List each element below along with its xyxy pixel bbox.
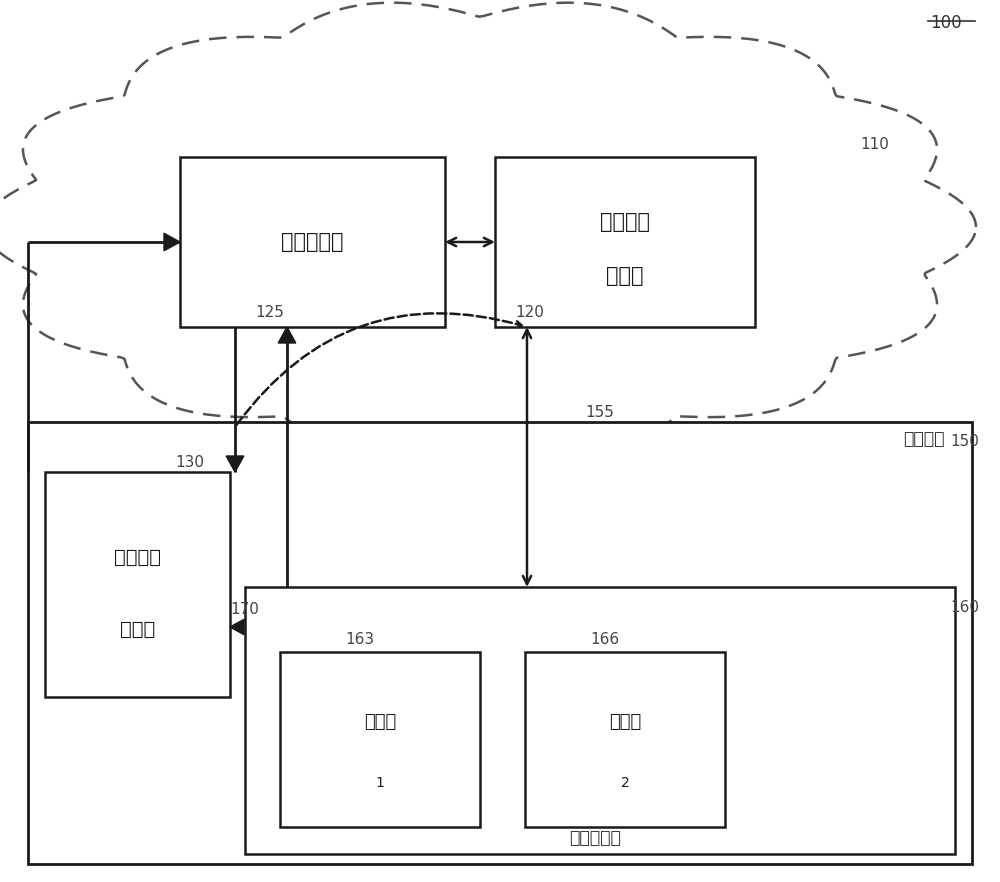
Bar [45,472,230,697]
Text: 125: 125 [255,305,284,320]
Text: 2: 2 [621,776,629,790]
Text: 150: 150 [950,434,979,449]
Bar [495,157,755,327]
Polygon shape [226,456,244,472]
Text: 166: 166 [590,632,619,647]
Text: 控制器: 控制器 [120,620,155,639]
Polygon shape [164,233,180,250]
Text: 155: 155 [585,405,614,420]
Bar [28,422,972,864]
Bar [245,587,955,854]
Text: 160: 160 [950,600,979,615]
Text: 控制器: 控制器 [609,713,641,731]
Polygon shape [230,619,244,635]
Text: 本地监督: 本地监督 [114,548,161,567]
Text: 163: 163 [345,632,374,647]
Bar [180,157,445,327]
Text: 控制器: 控制器 [606,266,644,286]
Text: 100: 100 [930,14,962,32]
Text: 120: 120 [515,305,544,320]
Text: 本地控制层: 本地控制层 [569,829,621,847]
FancyArrowPatch shape [233,623,245,631]
FancyArrowPatch shape [523,330,531,584]
FancyArrowPatch shape [448,238,492,246]
Text: 170: 170 [230,602,259,617]
Text: 过程工厂: 过程工厂 [903,430,945,448]
Bar [280,652,480,827]
Text: 110: 110 [860,137,889,152]
Text: 配置服务器: 配置服务器 [281,232,344,252]
Text: 1: 1 [376,776,384,790]
Text: 130: 130 [175,455,204,470]
Polygon shape [278,327,296,343]
Bar [525,652,725,827]
Text: 远程监督: 远程监督 [600,212,650,232]
Text: 控制器: 控制器 [364,713,396,731]
